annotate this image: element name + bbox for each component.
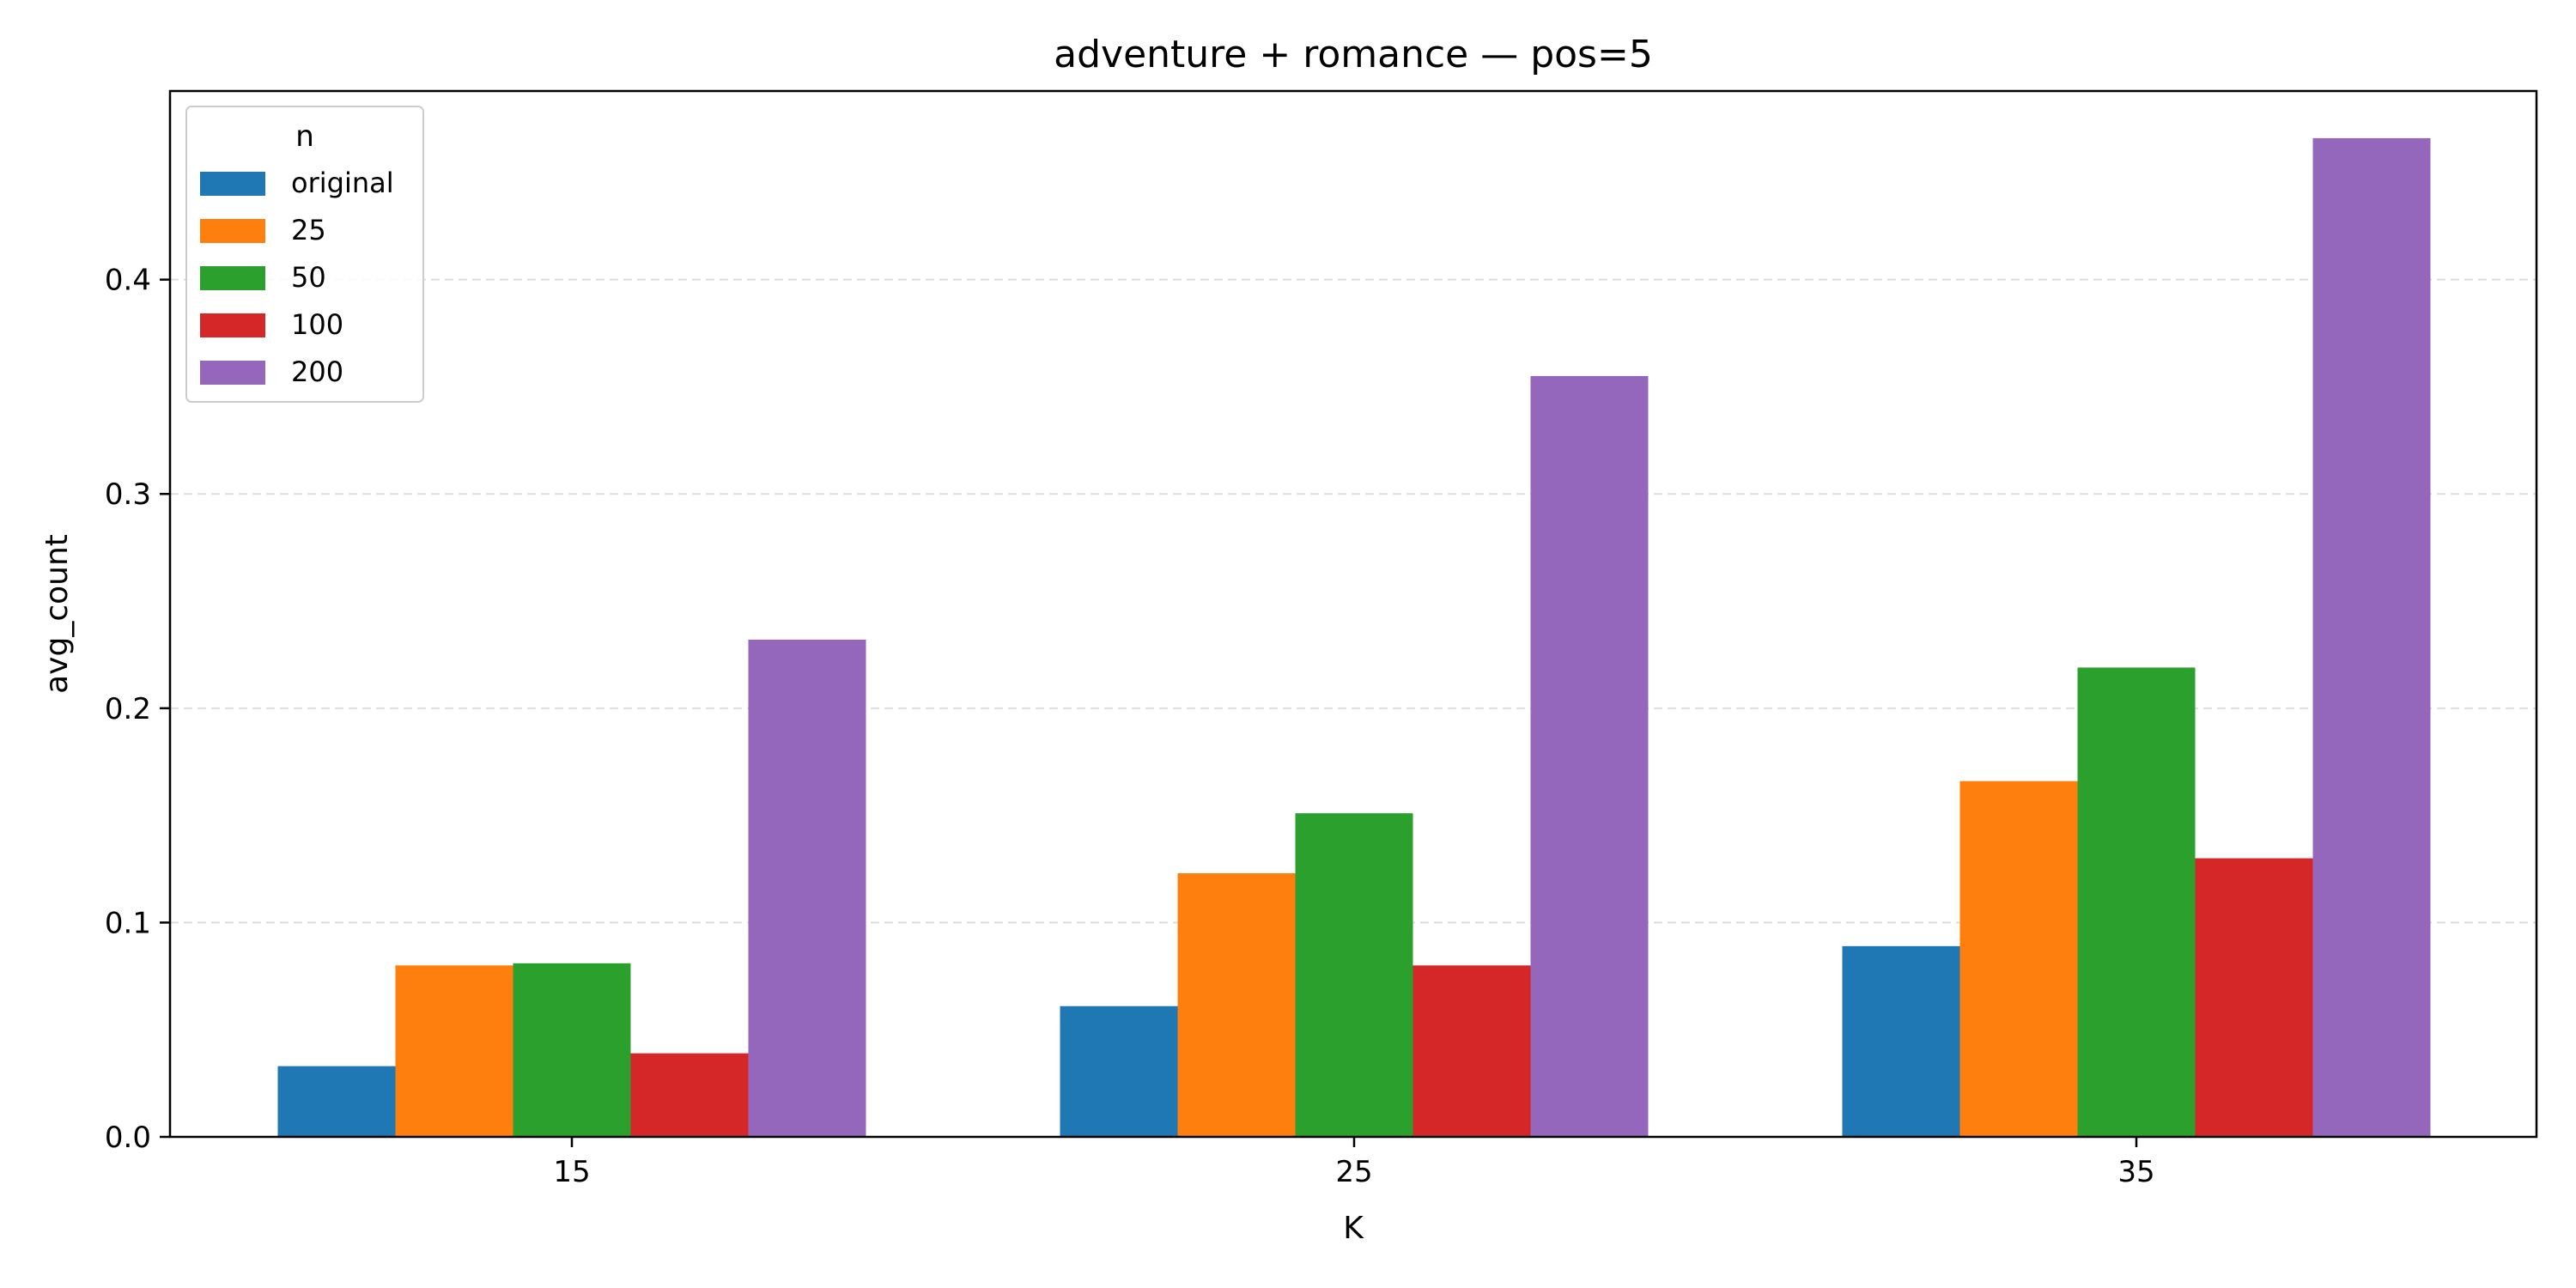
bar-100-35 — [2195, 858, 2313, 1137]
bar-25-15 — [395, 965, 513, 1137]
bar-100-15 — [630, 1053, 749, 1137]
legend: n original 25 50 100 200 — [185, 106, 424, 403]
bar-25-25 — [1177, 873, 1296, 1137]
legend-items: original 25 50 100 200 — [200, 167, 394, 388]
x-tick-label-15: 15 — [553, 1155, 590, 1189]
legend-swatch-200 — [200, 361, 265, 385]
bar-25-35 — [1959, 781, 2078, 1137]
y-tick-label-0: 0.0 — [105, 1121, 151, 1155]
bar-50-25 — [1295, 813, 1413, 1137]
bar-50-15 — [513, 963, 631, 1137]
legend-swatch-25 — [200, 219, 265, 243]
legend-label-200: 200 — [291, 355, 343, 388]
axis-ticks: 15 25 35 0.0 0.1 0.2 0.3 0.4 — [105, 264, 2155, 1189]
bar-original-15 — [277, 1066, 396, 1137]
bar-200-35 — [2312, 137, 2431, 1138]
chart-title: adventure + romance — pos=5 — [1054, 33, 1653, 76]
y-tick-label-4: 0.4 — [105, 264, 151, 298]
legend-label-100: 100 — [291, 308, 343, 341]
legend-label-25: 25 — [291, 214, 326, 246]
legend-label-original: original — [291, 167, 394, 199]
legend-label-50: 50 — [291, 261, 326, 294]
x-tick-label-35: 35 — [2117, 1155, 2154, 1189]
y-tick-label-3: 0.3 — [105, 477, 151, 512]
bar-original-25 — [1060, 1005, 1178, 1137]
legend-title: n — [295, 119, 314, 154]
bars — [277, 137, 2431, 1138]
bar-200-25 — [1530, 375, 1649, 1137]
bar-50-35 — [2077, 667, 2196, 1137]
y-tick-label-2: 0.2 — [105, 692, 151, 726]
y-axis-label: avg_count — [39, 534, 75, 694]
x-tick-label-25: 25 — [1335, 1155, 1372, 1189]
x-axis-label: K — [1343, 1211, 1364, 1246]
legend-swatch-100 — [200, 313, 265, 337]
bar-200-15 — [748, 639, 866, 1137]
y-tick-label-1: 0.1 — [105, 906, 151, 940]
legend-swatch-50 — [200, 266, 265, 290]
bar-100-25 — [1413, 965, 1531, 1137]
legend-swatch-original — [200, 172, 265, 196]
bar-original-35 — [1842, 945, 1960, 1137]
